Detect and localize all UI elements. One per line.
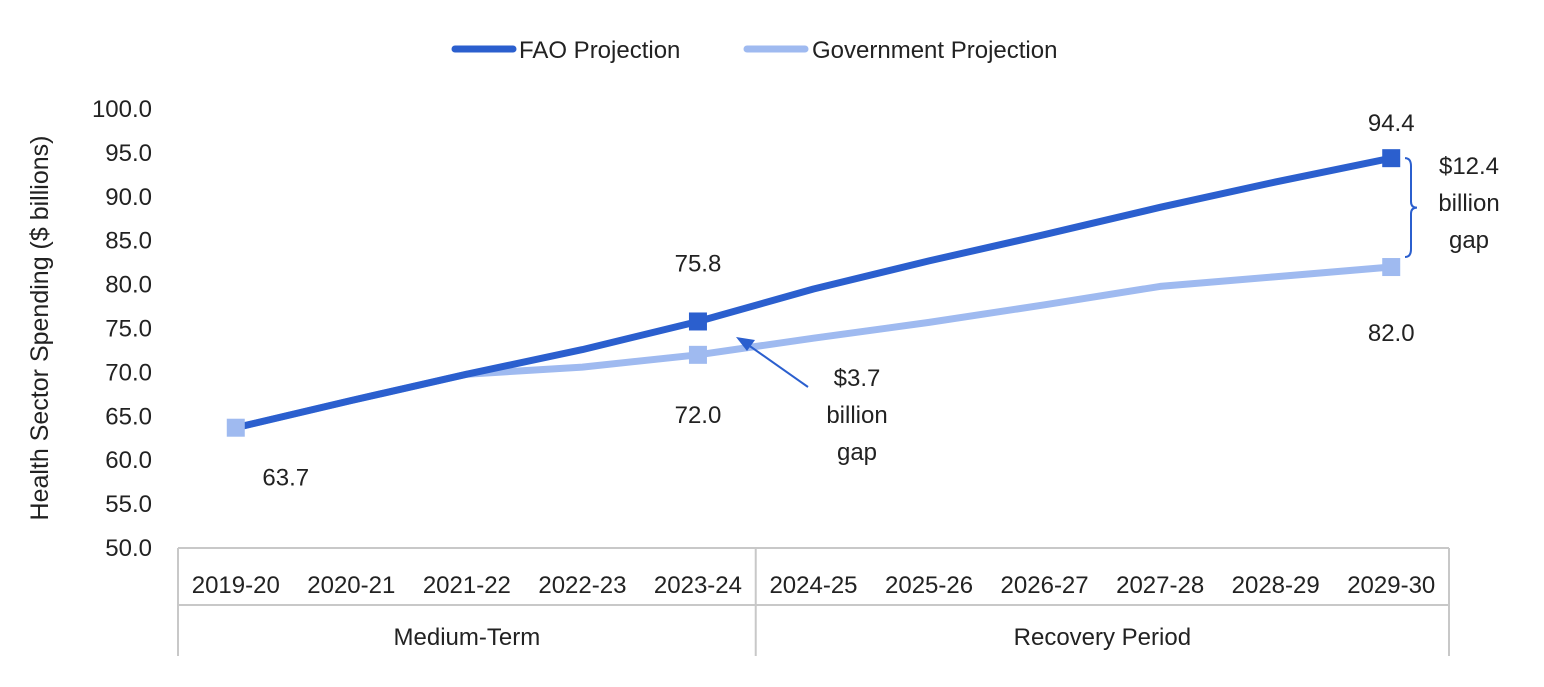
data-label: 94.4 [1368,110,1415,137]
gap-brace [1404,157,1418,259]
x-tick-label: 2026-27 [1001,572,1089,599]
y-tick-label: 95.0 [105,140,152,167]
x-axis: Medium-Term Recovery Period 2019-20 2020-21… [177,547,1450,656]
annotation-text: gap [837,439,877,466]
annotations: $3.7 billion gap $12.4 billion gap [736,153,1500,466]
x-tick-label: 2019-20 [192,572,280,599]
data-label: 82.0 [1368,320,1415,347]
y-tick-label: 90.0 [105,184,152,211]
x-tick-label: 2024-25 [769,572,857,599]
data-point-marker [688,345,707,364]
annotation-arrow-head [736,337,755,351]
data-point-marker [1382,149,1401,168]
annotation-text: $3.7 [834,365,881,392]
y-tick-label: 80.0 [105,272,152,299]
data-label: 63.7 [262,465,309,492]
x-tick-label: 2028-29 [1232,572,1320,599]
y-axis-title: Health Sector Spending ($ billions) [26,136,54,521]
x-tick-label: 2029-30 [1347,572,1435,599]
annotation-text: gap [1449,227,1489,254]
y-tick-label: 75.0 [105,316,152,343]
x-axis-group-label: Recovery Period [1014,624,1191,651]
series-lines [226,149,1401,437]
y-tick-label: 60.0 [105,447,152,474]
y-tick-label: 65.0 [105,403,152,430]
x-tick-label: 2023-24 [654,572,742,599]
x-tick-label: 2022-23 [538,572,626,599]
x-tick-label: 2021-22 [423,572,511,599]
y-tick-label: 85.0 [105,228,152,255]
y-axis-ticks: 50.0 55.0 60.0 65.0 70.0 75.0 80.0 85.0 90.0 95.0… [92,96,152,562]
y-tick-label: 100.0 [92,96,152,123]
series-line-fao [232,154,1395,432]
x-tick-label: 2027-28 [1116,572,1204,599]
x-tick-label: 2025-26 [885,572,973,599]
data-labels: 63.7 75.8 72.0 94.4 82.0 [262,110,1414,492]
annotation-text: $12.4 [1439,153,1499,180]
legend-label: FAO Projection [519,37,680,64]
annotation-text: billion [1438,190,1499,217]
y-tick-label: 70.0 [105,359,152,386]
annotation-arrow-line [743,341,809,388]
x-axis-group-label: Medium-Term [394,624,541,651]
x-tick-label: 2020-21 [307,572,395,599]
y-tick-label: 50.0 [105,535,152,562]
data-point-marker [226,418,245,437]
data-point-marker [1382,258,1401,277]
legend-label: Government Projection [812,37,1057,64]
data-label: 72.0 [675,402,722,429]
annotation-text: billion [826,402,887,429]
data-label: 75.8 [675,250,722,277]
data-point-marker [688,312,707,331]
y-tick-label: 55.0 [105,491,152,518]
legend: FAO Projection Government Projection [451,37,1057,64]
